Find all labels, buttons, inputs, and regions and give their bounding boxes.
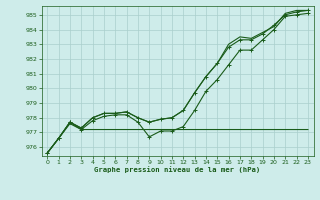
X-axis label: Graphe pression niveau de la mer (hPa): Graphe pression niveau de la mer (hPa) — [94, 167, 261, 173]
